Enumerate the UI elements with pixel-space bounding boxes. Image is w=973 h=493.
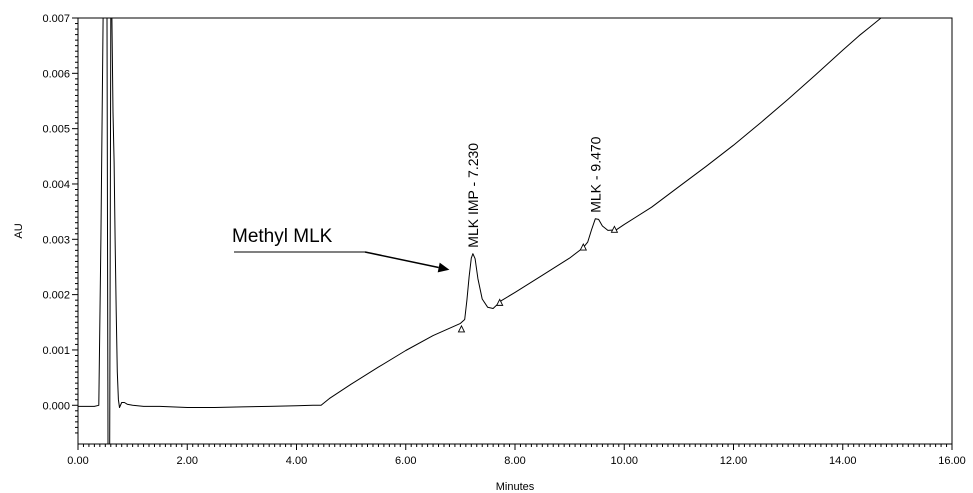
plot-area [77,17,953,445]
annotation-text: Methyl MLK [232,226,333,247]
chromatogram-trace [78,17,882,445]
y-tick-label: 0.004 [42,179,70,191]
y-tick-label: 0.003 [42,234,70,246]
x-tick-label: 12.00 [720,455,748,467]
integration-marker [495,298,504,306]
y-tick-label: 0.006 [42,68,70,80]
x-axis: 0.00 2.00 4.00 6.00 8.00 10.00 12.00 14.00 16.00 [67,444,966,467]
x-tick-label: 4.00 [286,455,307,467]
annotation-arrow [364,251,439,269]
integration-marker [457,324,466,333]
y-tick-label: 0.005 [42,124,70,136]
y-tick-label: 0.007 [42,13,70,25]
x-axis-title: Minutes [496,481,535,493]
integration-marker [579,243,588,251]
integration-markers [457,225,619,333]
x-tick-label: 2.00 [177,455,198,467]
y-tick-label: 0.002 [42,290,70,302]
peak-label: MLK IMP - 7.230 [465,143,481,248]
y-axis: 0.000 0.001 0.002 0.003 0.004 0.005 0.006 0.007 [42,13,78,434]
integration-marker [610,225,619,233]
x-tick-label: 10.00 [610,455,638,467]
y-axis-title: AU [13,223,25,238]
x-tick-label: 8.00 [504,455,525,467]
x-tick-label: 0.00 [67,455,88,467]
peak-label: MLK - 9.470 [587,136,603,212]
annotation: Methyl MLK [232,226,450,273]
x-tick-label: 6.00 [395,455,416,467]
y-tick-label: 0.000 [42,400,70,412]
annotation-arrowhead [437,262,450,273]
x-tick-label: 14.00 [829,455,857,467]
x-tick-label: 16.00 [938,455,966,467]
peak-labels: MLK IMP - 7.230 MLK - 9.470 [465,136,603,247]
y-tick-label: 0.001 [42,345,70,357]
